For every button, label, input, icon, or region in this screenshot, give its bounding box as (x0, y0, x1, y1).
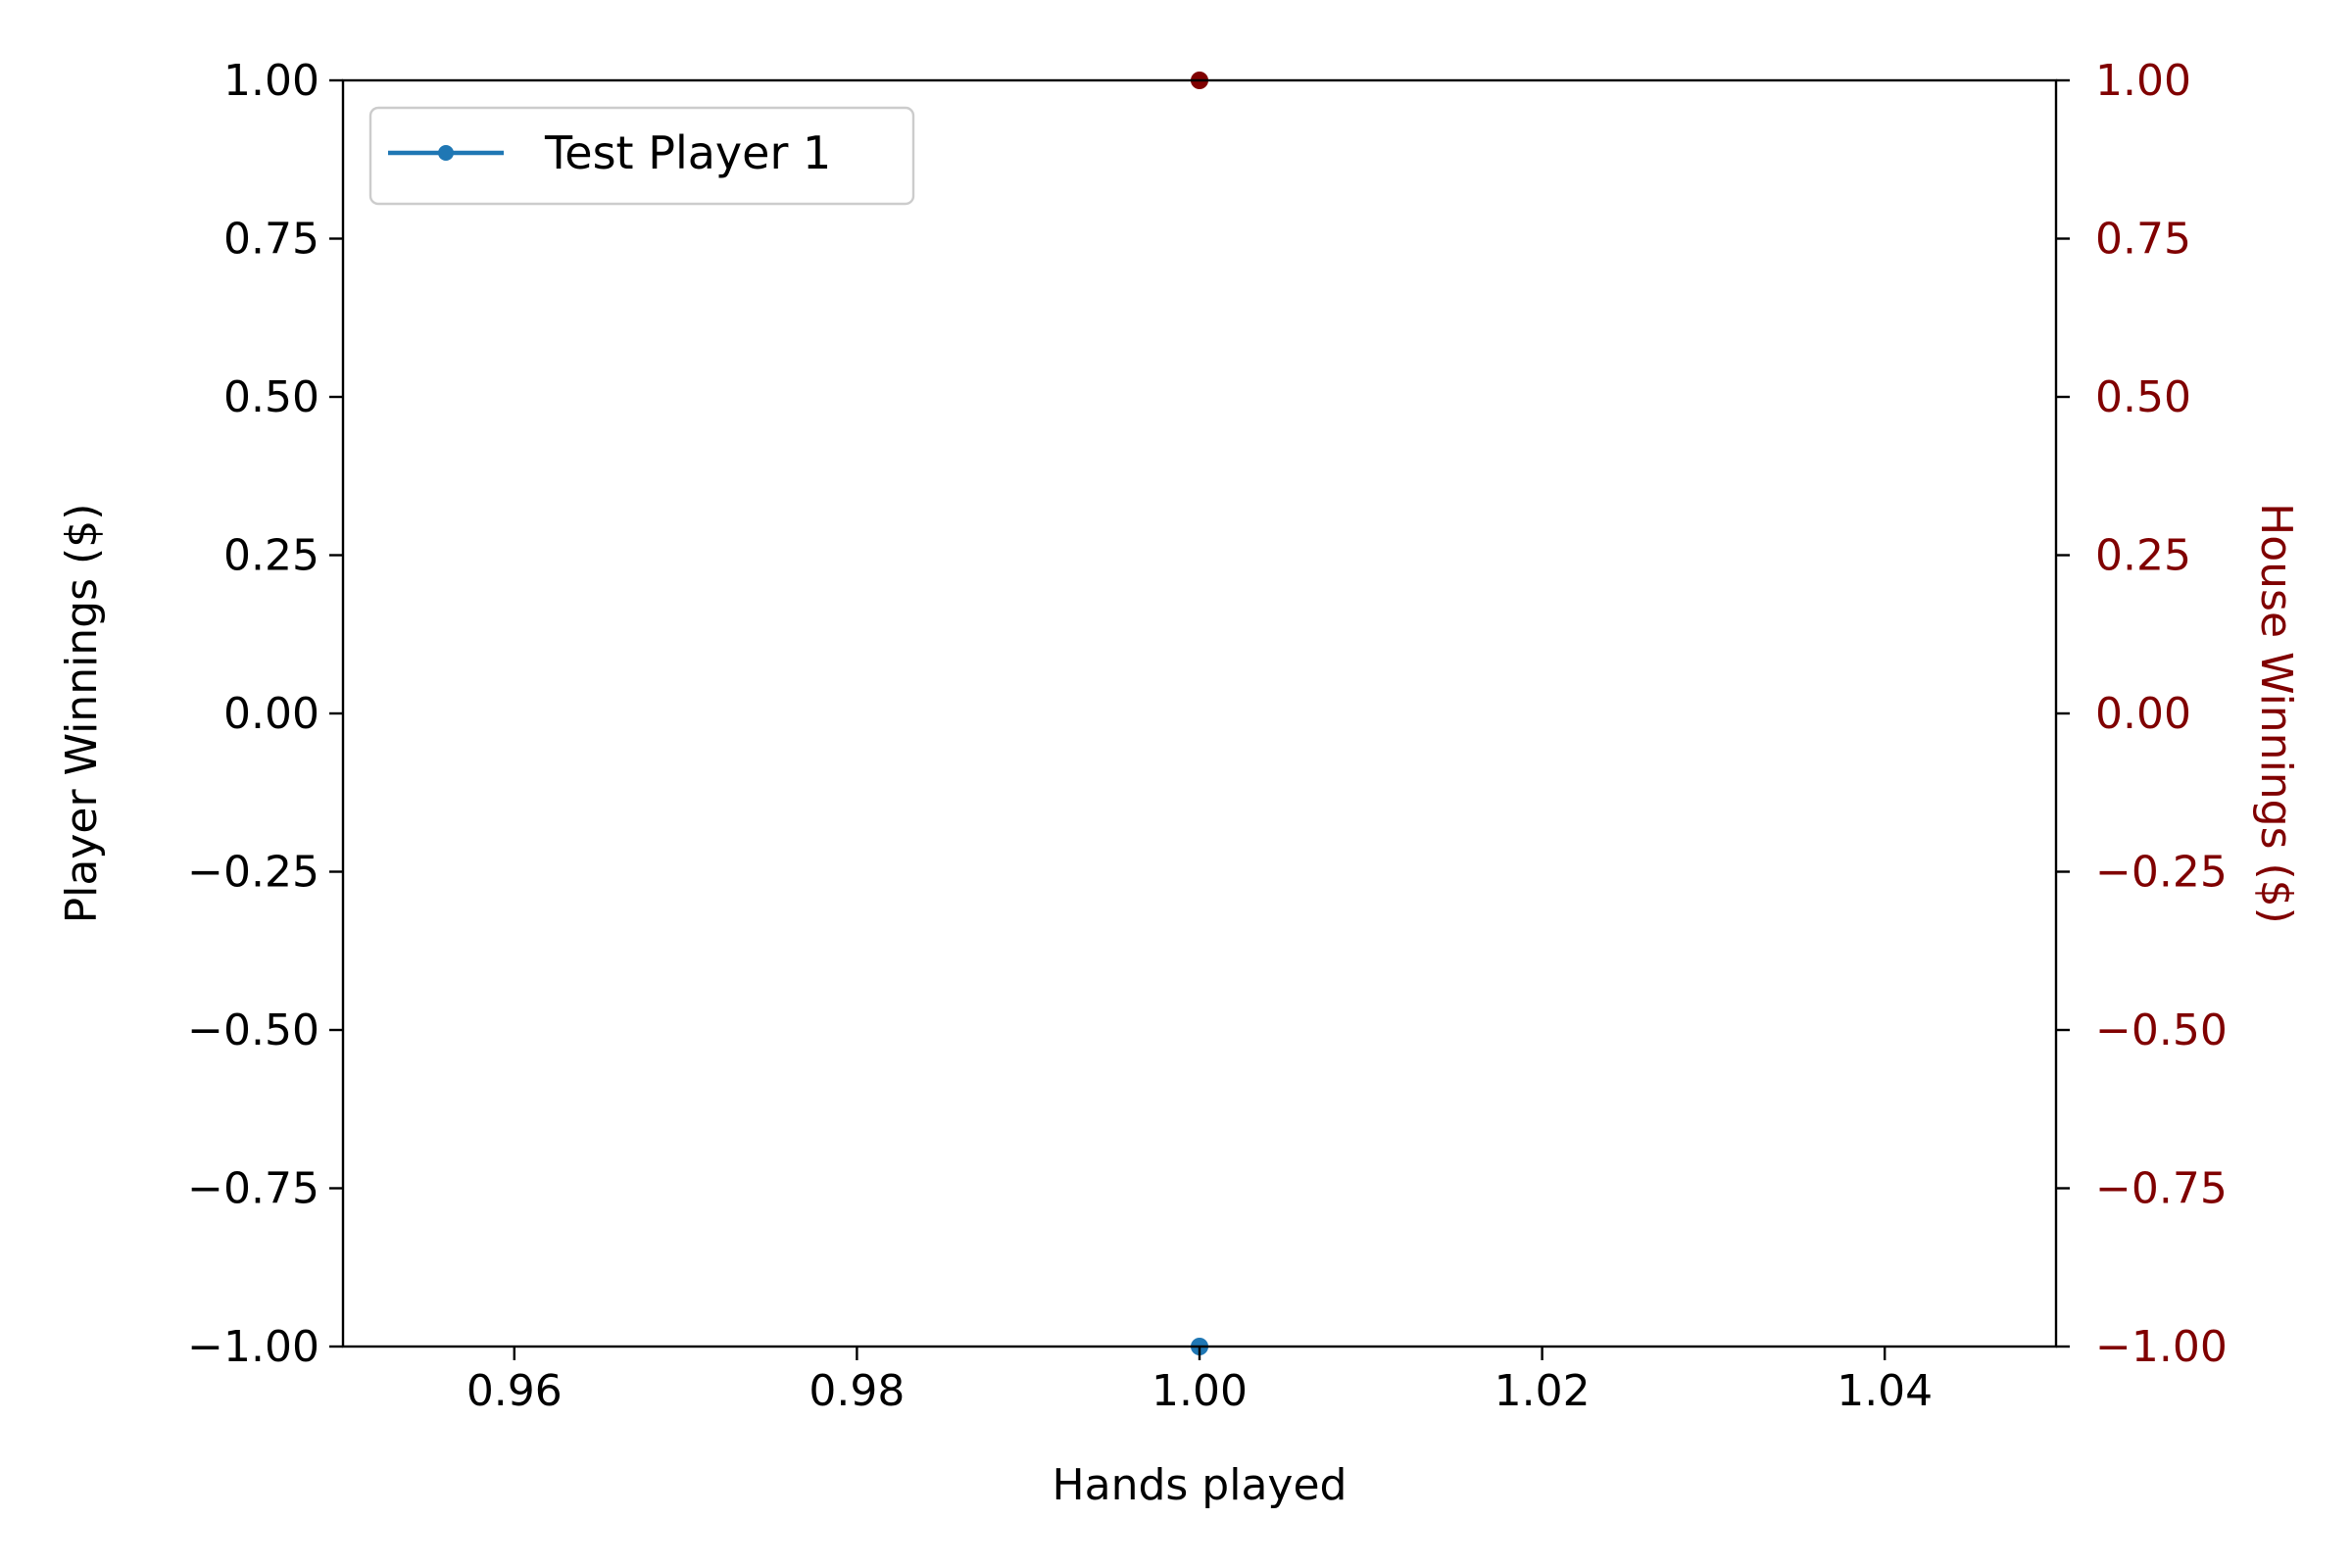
x-axis-label: Hands played (1053, 1460, 1348, 1510)
y-axis-label: Player Winnings ($) (57, 504, 107, 924)
y-tick-label: −0.25 (187, 848, 319, 898)
y-tick-label: −0.75 (187, 1164, 319, 1214)
legend-label: Test Player 1 (544, 126, 831, 179)
y2-tick-label: 0.25 (2095, 531, 2191, 581)
y-tick-label: 0.75 (223, 215, 319, 265)
y-tick-label: 1.00 (223, 56, 319, 106)
y-tick-label: 0.25 (223, 531, 319, 581)
y-tick-label: −0.50 (187, 1005, 319, 1055)
legend: Test Player 1 (368, 106, 915, 206)
plot-frame (341, 78, 2058, 1348)
x-tick-label: 1.02 (1494, 1366, 1591, 1416)
x-tick-label: 0.98 (808, 1366, 905, 1416)
y2-tick-label: −0.50 (2095, 1005, 2228, 1055)
y2-tick-label: 0.00 (2095, 689, 2191, 739)
y-tick-label: 0.00 (223, 689, 319, 739)
plot-area (343, 80, 2056, 1347)
x-tick-label: 1.04 (1837, 1366, 1933, 1416)
legend-marker (438, 145, 454, 161)
y2-tick-label: −1.00 (2095, 1322, 2228, 1372)
x-tick-label: 0.96 (466, 1366, 563, 1416)
chart-ticks: 0.96 0.98 1.00 1.02 1.04 1.00 0.75 0.50 0.25 0.00… (187, 56, 2228, 1416)
y2-tick-label: −0.25 (2095, 848, 2228, 898)
y-tick-label: 0.50 (223, 372, 319, 422)
y2-axis-label: House Winnings ($) (2251, 503, 2301, 924)
y2-tick-label: 0.50 (2095, 372, 2191, 422)
y2-tick-label: 1.00 (2095, 56, 2191, 106)
y2-tick-label: −0.75 (2095, 1164, 2228, 1214)
x-tick-label: 1.00 (1152, 1366, 1248, 1416)
y2-tick-label: 0.75 (2095, 215, 2191, 265)
y-tick-label: −1.00 (187, 1322, 319, 1372)
legend-box (368, 106, 915, 206)
